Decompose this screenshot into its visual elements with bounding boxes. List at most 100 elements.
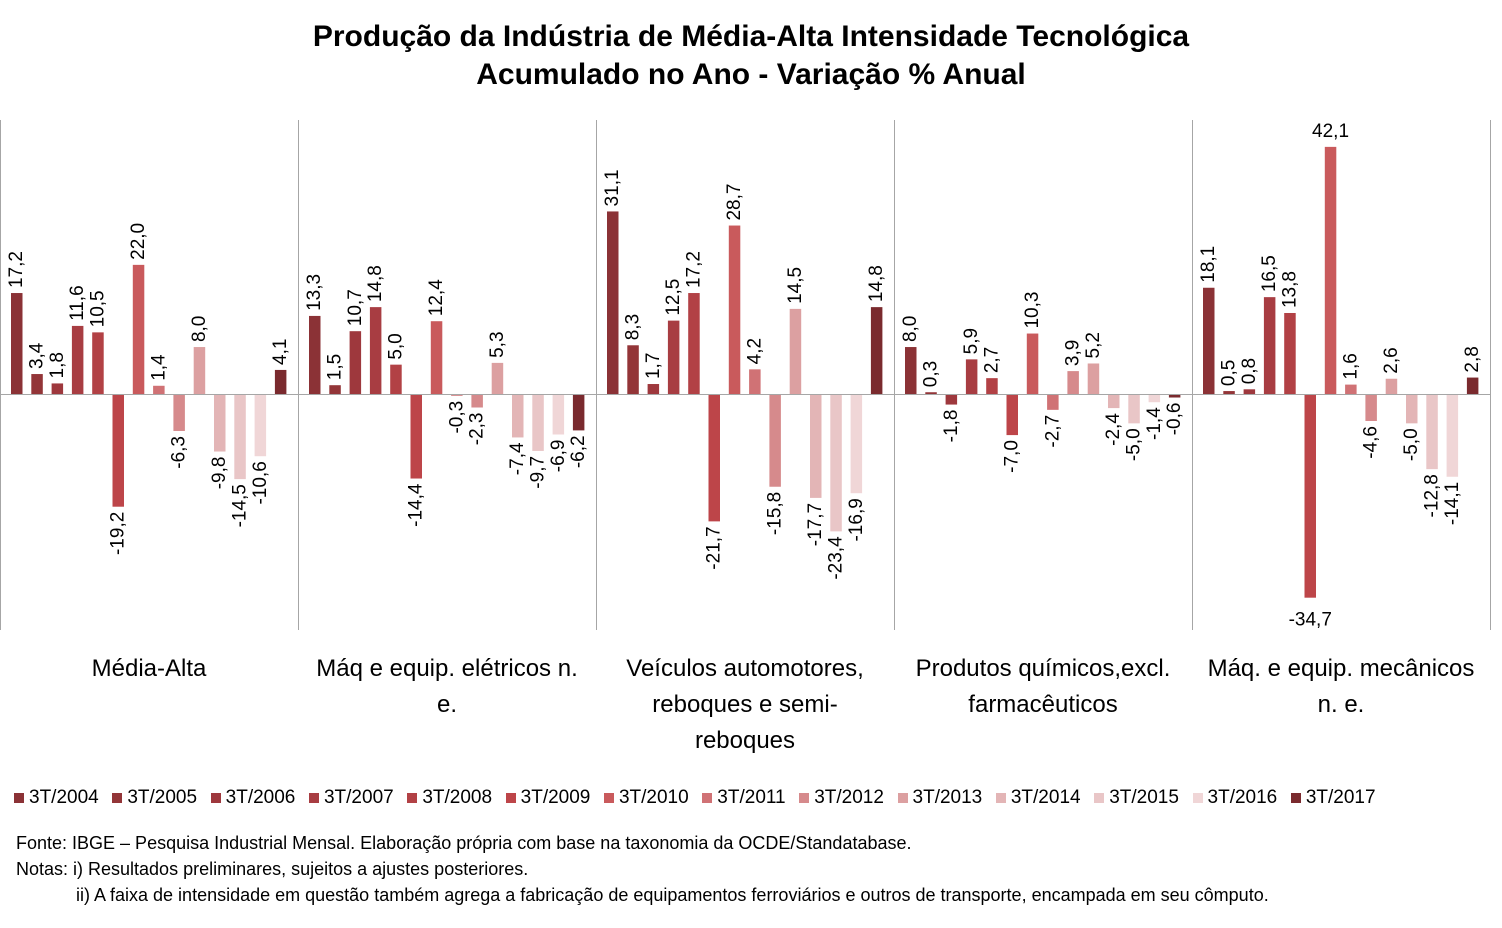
- data-label: -23,4: [826, 536, 847, 580]
- data-label: 5,2: [1083, 332, 1104, 358]
- bar: [830, 394, 842, 532]
- bar: [329, 385, 341, 394]
- legend-item: 3T/2012: [799, 787, 884, 809]
- bar: [112, 394, 124, 507]
- bar: [1385, 378, 1398, 394]
- legend-label: 3T/2013: [912, 787, 983, 808]
- bar: [945, 394, 958, 405]
- data-label: 1,7: [643, 353, 664, 379]
- legend-item: 3T/2015: [1094, 787, 1179, 809]
- data-label: -7,4: [507, 442, 528, 475]
- data-label: 5,9: [961, 328, 982, 354]
- data-label: -17,7: [805, 503, 826, 546]
- bar: [390, 364, 402, 394]
- note-1: Notas: i) Resultados preliminares, sujei…: [16, 859, 529, 879]
- bar: [1446, 394, 1459, 477]
- legend-label: 3T/2004: [29, 787, 99, 808]
- legend-label: 3T/2008: [422, 787, 493, 808]
- data-label: 8,0: [900, 316, 921, 342]
- bar: [349, 331, 362, 394]
- data-label: 10,7: [345, 289, 366, 326]
- bar: [1087, 363, 1100, 394]
- data-label: 0,8: [1239, 358, 1260, 384]
- bar: [749, 369, 761, 394]
- legend-label: 3T/2010: [618, 787, 689, 808]
- source-note: Fonte: IBGE – Pesquisa Industrial Mensal…: [16, 833, 912, 853]
- legend-swatch: [14, 793, 24, 803]
- bar: [1324, 146, 1337, 394]
- legend-swatch: [603, 793, 614, 803]
- data-label: -34,7: [1289, 610, 1332, 631]
- bar: [552, 394, 565, 435]
- chart-title-line-1: Produção da Indústria de Média-Alta Inte…: [312, 20, 1190, 53]
- chart-legend: 3T/2004 3T/2005 3T/2006 3T/2007 3T/2008 3T/20…: [14, 786, 1502, 810]
- data-label: 13,8: [1279, 271, 1300, 308]
- bar: [512, 394, 524, 438]
- data-label: -14,1: [1442, 482, 1463, 525]
- bar: [173, 394, 185, 431]
- data-label: -2,7: [1042, 415, 1063, 448]
- data-label: 14,5: [785, 267, 806, 304]
- bar: [1067, 371, 1079, 394]
- bar: [1026, 333, 1039, 394]
- bar: [850, 394, 863, 494]
- bar: [1426, 394, 1438, 470]
- legend-swatch: [897, 793, 908, 803]
- legend-item: 3T/2006: [210, 787, 295, 809]
- bar: [870, 307, 883, 394]
- bar: [965, 359, 978, 394]
- bar: [471, 394, 483, 408]
- data-label: -0,6: [1164, 403, 1185, 436]
- legend-label: 3T/2015: [1109, 787, 1179, 808]
- bar: [607, 211, 619, 394]
- data-label: 4,1: [270, 339, 291, 365]
- bar: [1304, 394, 1316, 598]
- legend-label: 3T/2007: [323, 787, 394, 808]
- legend-item: 3T/2007: [308, 787, 394, 809]
- category-label: reboques: [695, 727, 795, 754]
- data-label: 2,8: [1462, 346, 1483, 372]
- data-label: 11,6: [67, 285, 88, 321]
- chart-notes: Fonte: IBGE – Pesquisa Industrial Mensal…: [16, 830, 1269, 908]
- bar: [1365, 394, 1377, 422]
- legend-swatch: [210, 793, 221, 803]
- legend-item: 3T/2010: [603, 787, 689, 809]
- data-label: 17,2: [683, 251, 704, 288]
- bar: [234, 394, 246, 480]
- legend-swatch: [407, 793, 418, 803]
- data-label: -12,8: [1422, 474, 1443, 517]
- category-label: n. e.: [1318, 691, 1365, 718]
- data-label: 31,1: [602, 169, 623, 206]
- data-label: -15,8: [765, 492, 786, 535]
- data-label: 8,0: [189, 316, 210, 342]
- data-label: -14,4: [406, 483, 427, 527]
- data-label: 14,8: [866, 265, 887, 302]
- legend-label: 3T/2009: [520, 787, 591, 808]
- data-label: -19,2: [108, 512, 129, 555]
- bar: [728, 225, 741, 394]
- data-label: 3,9: [1063, 340, 1084, 366]
- bar: [532, 394, 544, 451]
- legend-item: 3T/2014: [995, 787, 1081, 809]
- legend-swatch: [1290, 793, 1301, 803]
- bar: [1223, 391, 1235, 394]
- bar: [789, 308, 802, 394]
- category-label: Produtos químicos,excl.: [916, 655, 1171, 682]
- bar: [647, 384, 660, 394]
- data-label: 42,1: [1312, 121, 1349, 142]
- data-label: 1,4: [148, 354, 169, 381]
- data-label: -1,8: [941, 410, 962, 443]
- legend-swatch: [505, 793, 516, 803]
- data-label: -2,3: [467, 413, 488, 446]
- data-label: 5,0: [385, 333, 406, 359]
- note-2: ii) A faixa de intensidade em questão ta…: [76, 885, 1269, 905]
- data-label: 12,4: [426, 279, 447, 316]
- bar: [309, 315, 321, 394]
- bar: [572, 394, 585, 431]
- data-label: 13,3: [304, 274, 325, 311]
- data-label: -4,6: [1361, 426, 1382, 459]
- legend-swatch: [112, 793, 123, 803]
- data-label: -10,6: [250, 461, 271, 504]
- data-label: -1,4: [1144, 407, 1165, 440]
- data-label: -2,4: [1103, 413, 1124, 446]
